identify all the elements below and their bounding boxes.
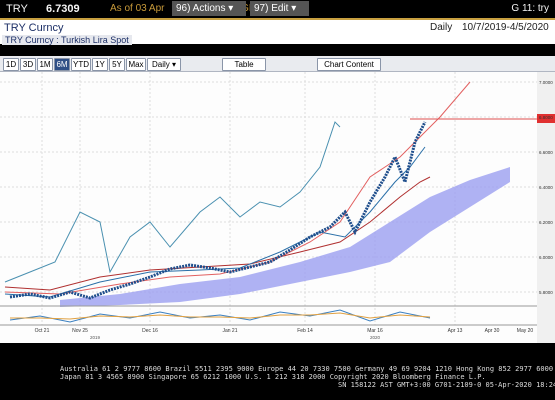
signal-line <box>10 312 431 320</box>
toolbar: 1D 3D 1M 6M YTD 1Y 5Y Max Daily ▾ Table Chart Cont… <box>0 56 555 72</box>
toolbar-button[interactable]: 5Y <box>109 58 125 71</box>
toolbar-button[interactable]: Daily ▾ <box>147 58 181 71</box>
toolbar-button[interactable]: 1M <box>37 58 53 71</box>
footer-line: Australia 61 2 9777 8600 Brazil 5511 239… <box>60 365 554 373</box>
price-axis-label: 5.8000 <box>539 290 553 295</box>
ichimoku-cloud <box>60 167 510 307</box>
trend-line <box>4 81 471 295</box>
grid <box>0 72 537 325</box>
toolbar-button[interactable]: 6M <box>54 58 70 71</box>
x-axis-label: Dec 16 <box>142 328 158 334</box>
toolbar-button[interactable]: Chart Content <box>317 58 381 71</box>
footer-line: SN 158122 AST GMT+3:00 G701-2109-0 05-Ap… <box>338 381 555 389</box>
toolbar-button[interactable]: Max <box>126 58 146 71</box>
x-axis-label: May 20 <box>517 328 534 334</box>
toolbar-button[interactable]: 3D <box>20 58 36 71</box>
candlesticks <box>9 121 427 300</box>
year-label: 2020 <box>370 335 381 340</box>
footer: Australia 61 2 9777 8600 Brazil 5511 239… <box>0 343 555 400</box>
toolbar-button[interactable]: Table <box>222 58 266 71</box>
price-axis-label: 6.2000 <box>539 220 553 225</box>
actions-menu[interactable]: 96) Actions ▾ <box>172 1 246 16</box>
frequency: Daily <box>430 22 453 33</box>
price-axis-label: 6.6000 <box>539 150 553 155</box>
price-axis <box>537 72 555 343</box>
year-label: 2019 <box>90 335 101 340</box>
footer-line: Japan 81 3 4565 8900 Singapore 65 6212 1… <box>60 373 486 381</box>
conversion-line <box>4 146 426 298</box>
price-axis-label: 6.4000 <box>539 185 553 190</box>
lagging-span <box>4 121 341 283</box>
top-bar: TRY 6.7309 As of 03 Apr Source BGN 96) A… <box>0 0 555 18</box>
as-of: As of 03 Apr <box>110 3 165 14</box>
price-axis-label: 6.8000 <box>539 115 553 120</box>
macd-line <box>9 309 431 323</box>
last-price-tag <box>537 114 555 123</box>
price: 6.7309 <box>46 3 80 15</box>
x-axis-label: Oct 21 <box>35 328 50 334</box>
ticker: TRY <box>6 3 28 15</box>
x-axis-label: Apr 13 <box>448 328 463 334</box>
x-axis-label: Nov 25 <box>72 328 88 334</box>
chart-area: 7.0000 6.8000 6.6000 6.4000 6.2000 6.0000 5.80… <box>0 72 555 343</box>
divider <box>0 18 555 20</box>
header: TRY Curncy Daily 10/7/2019-4/5/2020 TRY … <box>0 20 555 45</box>
security: TRY Curncy <box>4 22 64 34</box>
price-axis-label: 7.0000 <box>539 80 553 85</box>
x-axis-label: Jan 21 <box>222 328 237 334</box>
price-axis-label: 6.0000 <box>539 255 553 260</box>
description: TRY Curncy : Turkish Lira Spot <box>2 35 132 45</box>
toolbar-button[interactable]: 1Y <box>92 58 108 71</box>
x-axis-label: Feb 14 <box>297 328 313 334</box>
x-axis-label: Mar 16 <box>367 328 383 334</box>
edit-menu[interactable]: 97) Edit ▾ <box>250 1 309 16</box>
page-id: G 11: try <box>511 3 549 14</box>
x-axis-label: Apr 30 <box>485 328 500 334</box>
date-range: 10/7/2019-4/5/2020 <box>462 22 549 33</box>
toolbar-button[interactable]: 1D <box>3 58 19 71</box>
toolbar-button[interactable]: YTD <box>71 58 91 71</box>
